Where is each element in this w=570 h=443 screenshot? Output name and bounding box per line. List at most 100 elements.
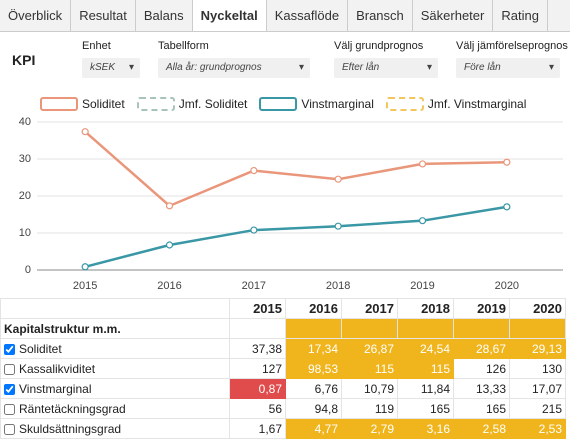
data-point (250, 166, 258, 175)
value-cell: 28,67 (453, 338, 510, 359)
year-header: 2017 (341, 298, 398, 319)
data-point (81, 128, 89, 136)
control-label: Välj jämförelseprognos (456, 40, 568, 52)
value-cell: 98,53 (285, 358, 342, 379)
tab[interactable]: Nyckeltal (192, 0, 267, 31)
value-cell: 2,79 (341, 418, 398, 439)
data-point (165, 241, 174, 249)
kpi-table: 2015 2016 2017 2018 2019 2020 Kapitalstruktur … (0, 298, 566, 439)
checkbox[interactable] (4, 383, 15, 395)
value-cell: 94,8 (285, 398, 342, 419)
header-cell (0, 298, 230, 319)
row-name: Skuldsättningsgrad (19, 421, 122, 436)
legend-item[interactable]: Soliditet (40, 97, 125, 111)
data-point (165, 202, 174, 210)
value-cell: 130 (509, 358, 566, 379)
legend-label: Jmf. Vinstmarginal (427, 97, 527, 111)
cell (341, 318, 398, 339)
value-cell: 0,87 (229, 378, 286, 399)
value-cell: 4,77 (285, 418, 342, 439)
checkbox[interactable] (4, 363, 15, 375)
tab[interactable]: Balans (136, 0, 193, 31)
data-line (84, 205, 508, 268)
control-label: Välj grundprognos (334, 40, 424, 52)
legend-label: Soliditet (82, 97, 125, 111)
cell (397, 318, 454, 339)
data-point (503, 158, 511, 166)
row-label: Räntetäckningsgrad (0, 398, 230, 419)
header-row: 2015 2016 2017 2018 2019 2020 (0, 298, 566, 319)
value-cell: 165 (453, 398, 510, 419)
cell (229, 318, 286, 339)
checkbox[interactable] (4, 403, 15, 415)
year-header: 2015 (229, 298, 286, 319)
cell (285, 318, 342, 339)
value-cell: 2,58 (453, 418, 510, 439)
legend-item[interactable]: Jmf. Soliditet (136, 97, 248, 111)
x-tick-label: 2019 (410, 280, 434, 292)
value-cell: 6,76 (285, 378, 342, 399)
checkbox[interactable] (4, 343, 15, 355)
legend: Soliditet Jmf. Soliditet Vinstmarginal Jmf.… (40, 97, 526, 111)
tab[interactable]: Kassaflöde (267, 0, 349, 31)
dropdown[interactable]: Före lån (456, 58, 560, 78)
legend-label: Jmf. Soliditet (178, 97, 248, 111)
control: Välj jämförelseprognos Före lån (456, 40, 568, 78)
value-cell: 29,13 (509, 338, 566, 359)
x-tick-label: 2015 (73, 280, 97, 292)
row-label: Kassalikviditet (0, 358, 230, 379)
value-cell: 3,16 (397, 418, 454, 439)
tab[interactable]: Säkerheter (413, 0, 494, 31)
value-cell: 215 (509, 398, 566, 419)
data-point (418, 160, 427, 168)
legend-swatch (136, 97, 175, 111)
tab[interactable]: Bransch (348, 0, 413, 31)
chart: 0 10 20 30 40 2015 2016 2017 2018 2019 2020 (19, 116, 563, 292)
legend-item[interactable]: Jmf. Vinstmarginal (385, 97, 527, 111)
y-tick-label: 40 (19, 116, 31, 128)
y-tick-label: 0 (25, 264, 31, 276)
data-point (334, 222, 342, 230)
row-name: Kassalikviditet (19, 361, 96, 376)
tab[interactable]: Överblick (0, 0, 72, 31)
kpi-title: KPI (12, 52, 36, 68)
row-label: Vinstmarginal (0, 378, 230, 399)
data-line (84, 130, 507, 208)
dropdown[interactable]: kSEK (82, 58, 140, 78)
control: Välj grundprognos Efter lån (334, 40, 438, 78)
legend-item[interactable]: Vinstmarginal (259, 97, 374, 111)
y-tick-label: 10 (19, 227, 31, 239)
data-point (334, 175, 342, 183)
value-cell: 56 (229, 398, 286, 419)
value-cell: 126 (453, 358, 510, 379)
row-label: Skuldsättningsgrad (0, 418, 230, 439)
y-tick-label: 20 (19, 190, 31, 202)
control: Enhet kSEK (82, 40, 140, 78)
table-row: Soliditet 37,38 17,34 26,87 24,54 28,67 29,13 (0, 338, 566, 359)
year-header: 2020 (509, 298, 566, 319)
x-tick-label: 2020 (495, 280, 519, 292)
table-row: Kassalikviditet 127 98,53 115 115 126 130 (0, 358, 566, 379)
value-cell: 37,38 (229, 338, 286, 359)
value-cell: 17,07 (509, 378, 566, 399)
row-name: Räntetäckningsgrad (19, 401, 126, 416)
row-name: Vinstmarginal (19, 381, 92, 396)
cell (453, 318, 510, 339)
tab-bar: Överblick Resultat Balans Nyckeltal Kassaflö… (0, 0, 570, 32)
section-label: Kapitalstruktur m.m. (0, 318, 230, 339)
control-label: Tabellform (158, 40, 209, 52)
value-cell: 11,84 (397, 378, 454, 399)
checkbox[interactable] (4, 423, 15, 435)
tab[interactable]: Resultat (71, 0, 136, 31)
legend-swatch (259, 97, 298, 111)
dropdown[interactable]: Alla år: grundprognos (158, 58, 310, 78)
dropdown[interactable]: Efter lån (334, 58, 438, 78)
table-row: Räntetäckningsgrad 56 94,8 119 165 165 215 (0, 398, 566, 419)
x-tick-label: 2017 (242, 280, 266, 292)
value-cell: 1,67 (229, 418, 286, 439)
section-row: Kapitalstruktur m.m. (0, 318, 566, 339)
tab[interactable]: Rating (493, 0, 548, 31)
y-tick-label: 30 (19, 153, 31, 165)
value-cell: 24,54 (397, 338, 454, 359)
